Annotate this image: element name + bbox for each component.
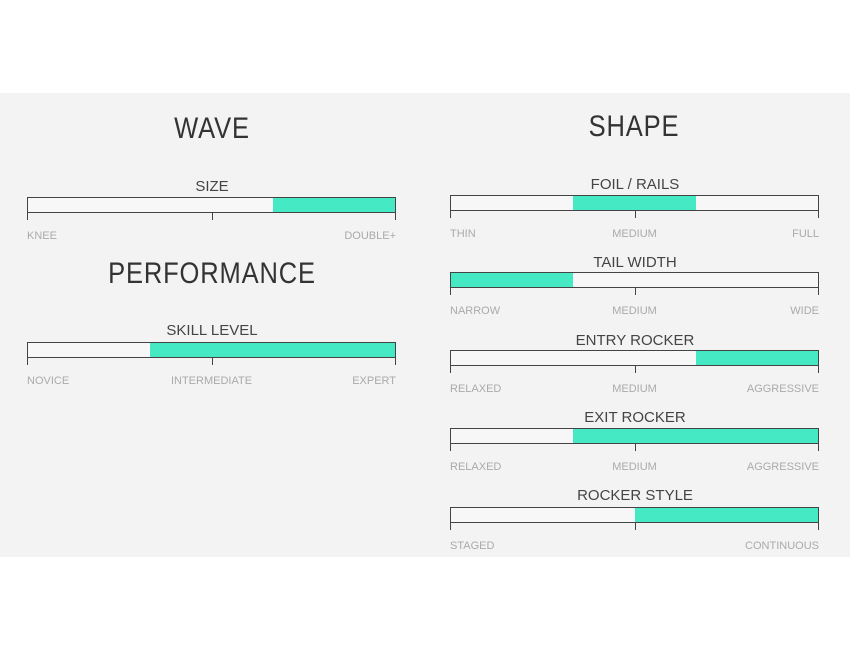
skill-scale-label: INTERMEDIATE	[170, 375, 253, 387]
skill-meter: NOVICE INTERMEDIATE EXPERT	[27, 342, 396, 387]
exit-scale-label: RELAXED	[450, 461, 502, 473]
scale-tick	[818, 196, 819, 218]
scale-tick	[450, 351, 451, 373]
scale-tick	[818, 508, 819, 530]
exit-scale-label: MEDIUM	[612, 461, 657, 473]
scale-tick	[395, 343, 396, 365]
skill-fill	[149, 343, 396, 357]
foil-scale-label: THIN	[450, 228, 476, 240]
skill-scale-label: NOVICE	[27, 375, 70, 387]
scale-tick	[395, 198, 396, 220]
scale-tick	[634, 444, 636, 451]
foil-scale-label: FULL	[792, 228, 819, 240]
scale-tick	[634, 211, 636, 218]
size-meter: KNEE DOUBLE+	[27, 197, 396, 242]
tail-fill	[450, 273, 573, 287]
scale-tick	[818, 351, 819, 373]
skill-label: SKILL LEVEL	[166, 322, 258, 339]
exit-label: EXIT ROCKER	[584, 409, 686, 426]
exit-scale-label: AGGRESSIVE	[746, 461, 819, 473]
entry-scale-label: RELAXED	[450, 383, 502, 395]
style-scale-label: STAGED	[450, 540, 495, 552]
size-scale-label: KNEE	[27, 230, 57, 242]
scale-tick	[211, 213, 213, 220]
scale-tick	[27, 198, 28, 220]
scale-tick	[450, 429, 451, 451]
scale-tick	[450, 273, 451, 295]
style-meter: STAGED CONTINUOUS	[450, 507, 819, 552]
entry-label: ENTRY ROCKER	[575, 332, 695, 349]
foil-fill	[572, 196, 697, 210]
foil-label: FOIL / RAILS	[590, 176, 680, 193]
scale-tick	[634, 523, 636, 530]
foil-scale-label: MEDIUM	[612, 228, 657, 240]
tail-label: TAIL WIDTH	[593, 254, 677, 271]
tail-meter: NARROW MEDIUM WIDE	[450, 272, 819, 317]
style-fill	[634, 508, 819, 522]
skill-scale-label: EXPERT	[352, 375, 396, 387]
scale-tick	[818, 273, 819, 295]
shape-title: SHAPE	[588, 110, 680, 143]
tail-scale-label: NARROW	[450, 305, 501, 317]
size-scale-label: DOUBLE+	[344, 230, 396, 242]
scale-tick	[211, 358, 213, 365]
entry-meter: RELAXED MEDIUM AGGRESSIVE	[450, 350, 819, 395]
scale-tick	[818, 429, 819, 451]
entry-scale-label: MEDIUM	[612, 383, 657, 395]
style-scale-label: CONTINUOUS	[745, 540, 819, 552]
style-label: ROCKER STYLE	[577, 487, 693, 504]
scale-tick	[450, 196, 451, 218]
scale-tick	[450, 508, 451, 530]
entry-scale-label: AGGRESSIVE	[746, 383, 819, 395]
size-label: SIZE	[195, 178, 229, 195]
exit-fill	[572, 429, 819, 443]
tail-scale-label: WIDE	[790, 305, 819, 317]
entry-fill	[696, 351, 819, 365]
scale-tick	[634, 366, 636, 373]
foil-meter: THIN MEDIUM FULL	[450, 195, 819, 240]
specs-panel	[0, 93, 850, 557]
scale-tick	[634, 288, 636, 295]
performance-title: PERFORMANCE	[108, 257, 316, 290]
exit-meter: RELAXED MEDIUM AGGRESSIVE	[450, 428, 819, 473]
wave-title: WAVE	[174, 112, 250, 145]
scale-tick	[27, 343, 28, 365]
size-fill	[273, 198, 396, 212]
tail-scale-label: MEDIUM	[612, 305, 657, 317]
